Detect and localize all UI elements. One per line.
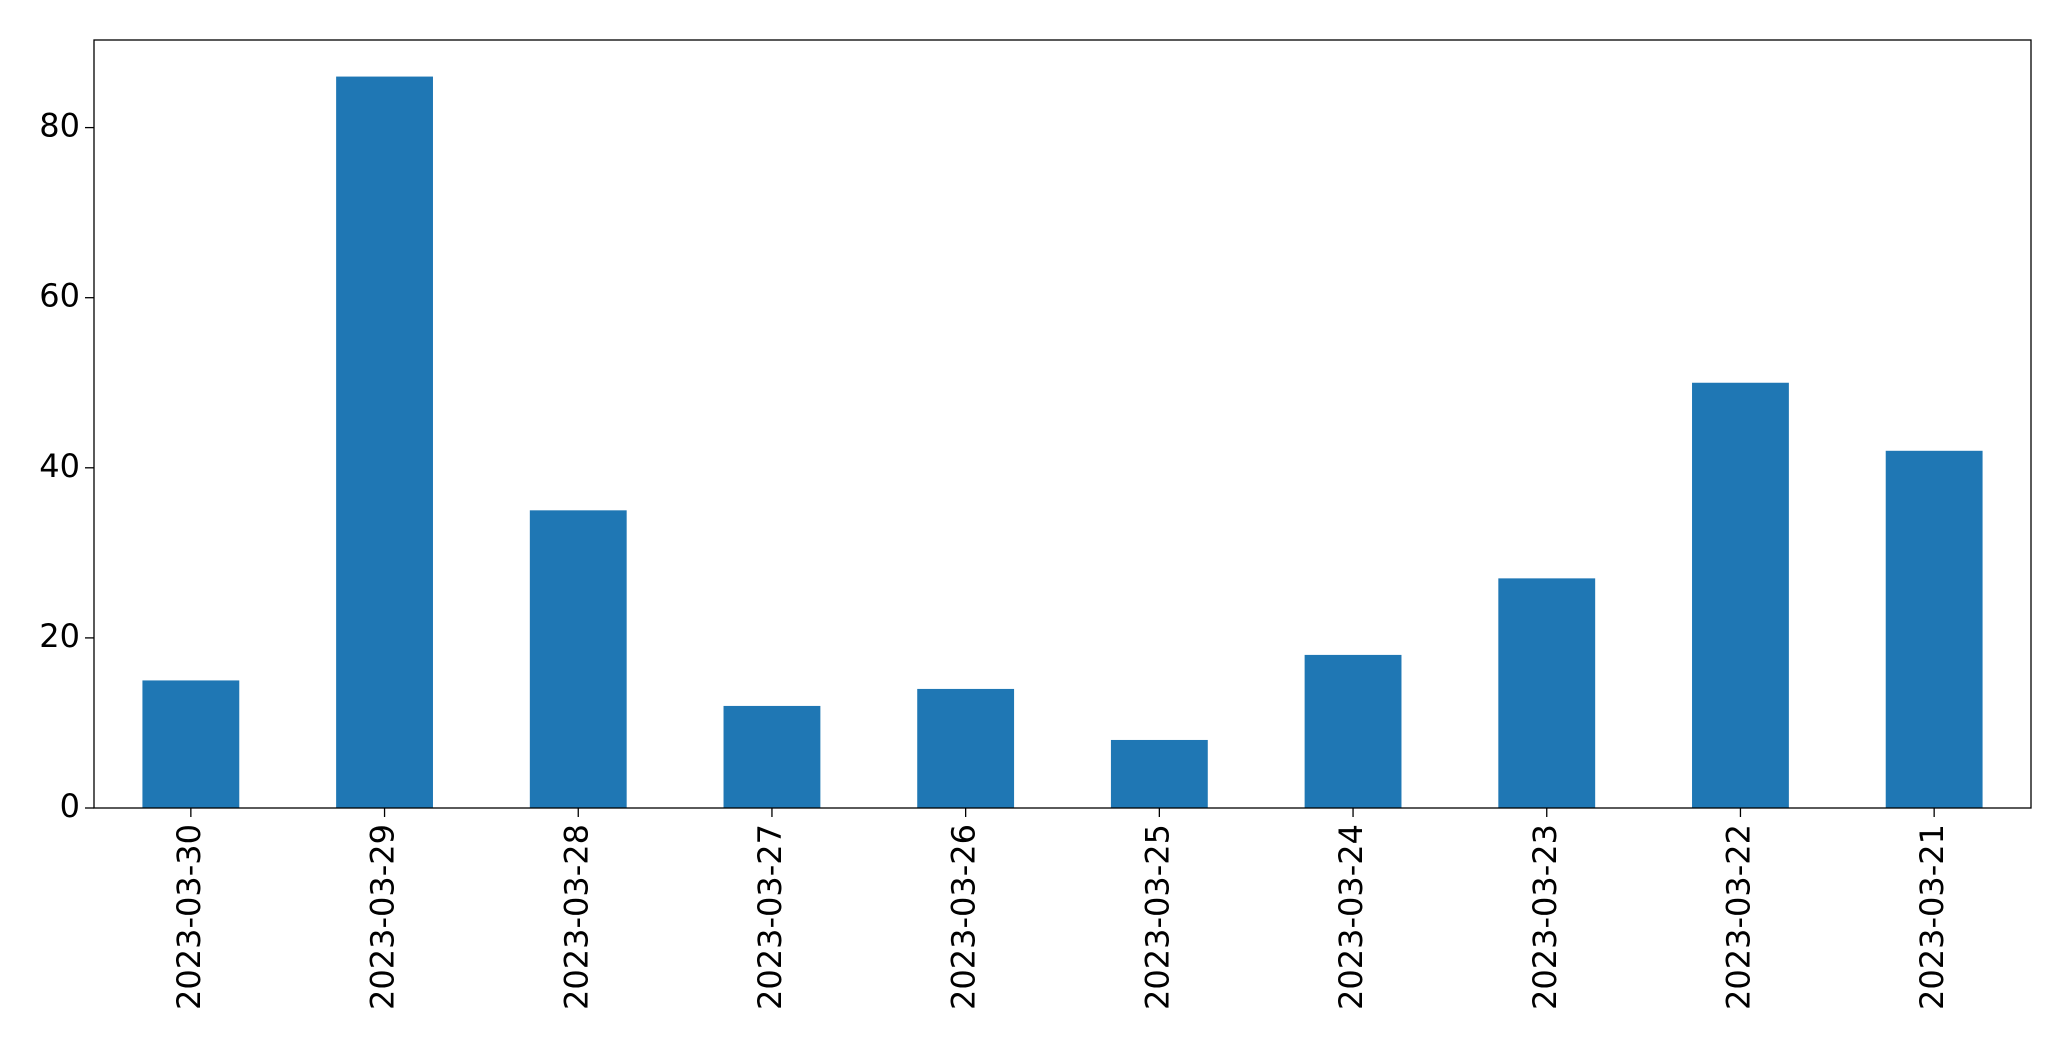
y-tick-label: 40 [39,447,80,485]
plot-frame [93,39,2032,809]
x-tick-label: 2023-03-24 [1332,824,1370,1010]
bar [336,76,433,809]
bar [723,705,821,808]
bar [1110,739,1208,808]
x-tick-label: 2023-03-26 [945,824,983,1010]
bar [917,688,1015,808]
y-tick-label: 60 [39,277,80,315]
bar [1304,654,1402,808]
bar [1692,382,1789,808]
x-tick-label: 2023-03-30 [170,824,208,1010]
bar [529,510,627,808]
bar [1498,578,1596,808]
bar [142,680,240,808]
y-tick-label: 80 [39,107,80,145]
x-tick-label: 2023-03-27 [751,824,789,1010]
x-tick-label: 2023-03-29 [364,824,402,1010]
x-tick-label: 2023-03-21 [1913,824,1951,1010]
y-tick-label: 0 [60,787,80,825]
bar [1885,450,1983,808]
x-tick-label: 2023-03-23 [1526,824,1564,1010]
y-tick-label: 20 [39,617,80,655]
x-tick-label: 2023-03-22 [1719,824,1757,1010]
x-tick-label: 2023-03-25 [1138,824,1176,1010]
x-tick-label: 2023-03-28 [557,824,595,1010]
